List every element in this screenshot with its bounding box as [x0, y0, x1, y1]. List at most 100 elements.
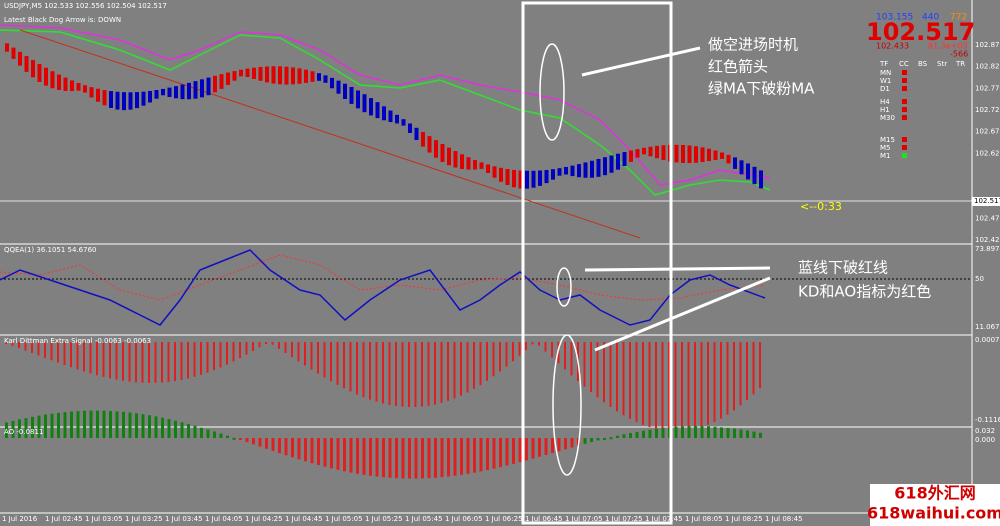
- time-label: 1 Jul 04:45: [285, 515, 323, 523]
- ao-bar: [752, 431, 756, 438]
- karl-bar: [434, 342, 436, 405]
- karl-bar: [655, 342, 657, 429]
- ao-bar: [687, 426, 691, 438]
- karl-bar: [141, 342, 144, 383]
- candle: [219, 74, 224, 89]
- karl-bar: [310, 342, 313, 370]
- panel-row: H4: [880, 98, 890, 106]
- candle: [759, 170, 763, 189]
- countdown: <--0:33: [800, 200, 842, 213]
- karl-bar: [707, 342, 709, 425]
- karl-bar: [752, 342, 755, 395]
- candle: [83, 85, 87, 93]
- karl-bar: [271, 342, 274, 345]
- signal-dot: [902, 99, 907, 104]
- ao-bar: [167, 419, 171, 438]
- price-tick: 102.625: [975, 149, 1000, 157]
- karl-bar: [265, 342, 267, 344]
- candle: [369, 98, 373, 116]
- ao-bar: [460, 438, 463, 475]
- karl-bar: [720, 342, 722, 419]
- watermark-name: 618外汇网: [894, 484, 975, 503]
- ao-bar: [193, 425, 197, 438]
- candle: [63, 77, 68, 91]
- ao-bar: [219, 433, 223, 438]
- ao-tick: 0.000: [975, 436, 995, 444]
- karl-bar: [37, 342, 40, 356]
- ao-bar: [278, 438, 281, 454]
- candle: [512, 169, 516, 188]
- karl-tick: -0.1116: [975, 416, 1000, 424]
- karl-bar: [616, 342, 618, 412]
- candle: [609, 155, 614, 173]
- candle: [739, 160, 744, 175]
- ao-bar: [239, 438, 242, 440]
- karl-bar: [336, 342, 339, 385]
- karl-bar: [284, 342, 287, 354]
- ao-bar: [109, 410, 112, 438]
- candle: [200, 79, 204, 98]
- time-label: 1 Jul 08:05: [685, 515, 723, 523]
- karl-bar: [187, 342, 189, 379]
- karl-bar: [596, 342, 599, 398]
- candle: [343, 83, 347, 99]
- karl-bar: [356, 342, 358, 395]
- karl-bar: [460, 342, 462, 396]
- watermark-url: 618waihui.com: [867, 504, 1000, 523]
- time-label: 1 Jul 05:45: [405, 515, 443, 523]
- karl-bar: [297, 342, 300, 362]
- candle: [726, 154, 731, 164]
- candle: [76, 82, 81, 91]
- candle: [596, 158, 601, 177]
- candle: [388, 110, 393, 123]
- candle: [681, 144, 685, 163]
- ao-bar: [726, 427, 730, 438]
- time-label: 1 Jul 03:05: [85, 515, 123, 523]
- candle: [648, 146, 653, 157]
- ao-bar: [297, 438, 301, 460]
- candle: [44, 67, 48, 86]
- time-label: 1 Jul 07:45: [645, 515, 683, 523]
- ao-bar: [518, 438, 522, 463]
- ao-bar: [733, 428, 736, 438]
- candle: [115, 91, 120, 110]
- karl-bar: [154, 342, 157, 383]
- candle: [304, 69, 308, 83]
- ao-bar: [414, 438, 418, 479]
- signal-dot: [902, 115, 907, 120]
- karl-bar: [700, 342, 703, 428]
- candle: [401, 119, 406, 126]
- candle: [752, 166, 757, 185]
- ao-bar: [447, 438, 450, 477]
- karl-bar: [18, 342, 20, 349]
- ao-bar: [362, 438, 366, 475]
- karl-bar: [479, 342, 482, 386]
- candle: [187, 82, 191, 100]
- ao-bar: [115, 411, 119, 438]
- candle: [349, 86, 354, 104]
- karl-title: Karl Dittman Extra Signal -0.0063 -0.006…: [4, 337, 151, 345]
- candle: [5, 43, 9, 52]
- panel-row: H1: [880, 106, 890, 114]
- annotation: KD和AO指标为红色: [798, 283, 931, 301]
- signal-dot: [902, 78, 907, 83]
- ao-bar: [694, 426, 697, 438]
- ao-bar: [310, 438, 314, 464]
- watermark-bg: [870, 484, 1000, 526]
- candle: [583, 162, 588, 178]
- panel-row: M15: [880, 136, 895, 144]
- karl-bar: [395, 342, 397, 407]
- karl-bar: [486, 342, 488, 381]
- ao-bar: [635, 431, 639, 438]
- candle: [603, 157, 607, 176]
- ao-bar: [245, 438, 249, 443]
- karl-bar: [278, 342, 280, 349]
- low: 102.433: [876, 42, 909, 51]
- candle: [271, 66, 276, 84]
- karl-bar: [245, 342, 248, 355]
- candle: [661, 145, 666, 160]
- ao-bar: [739, 429, 743, 438]
- ao-bar: [746, 430, 749, 438]
- ao-bar: [421, 438, 424, 479]
- ao-bar: [616, 435, 619, 438]
